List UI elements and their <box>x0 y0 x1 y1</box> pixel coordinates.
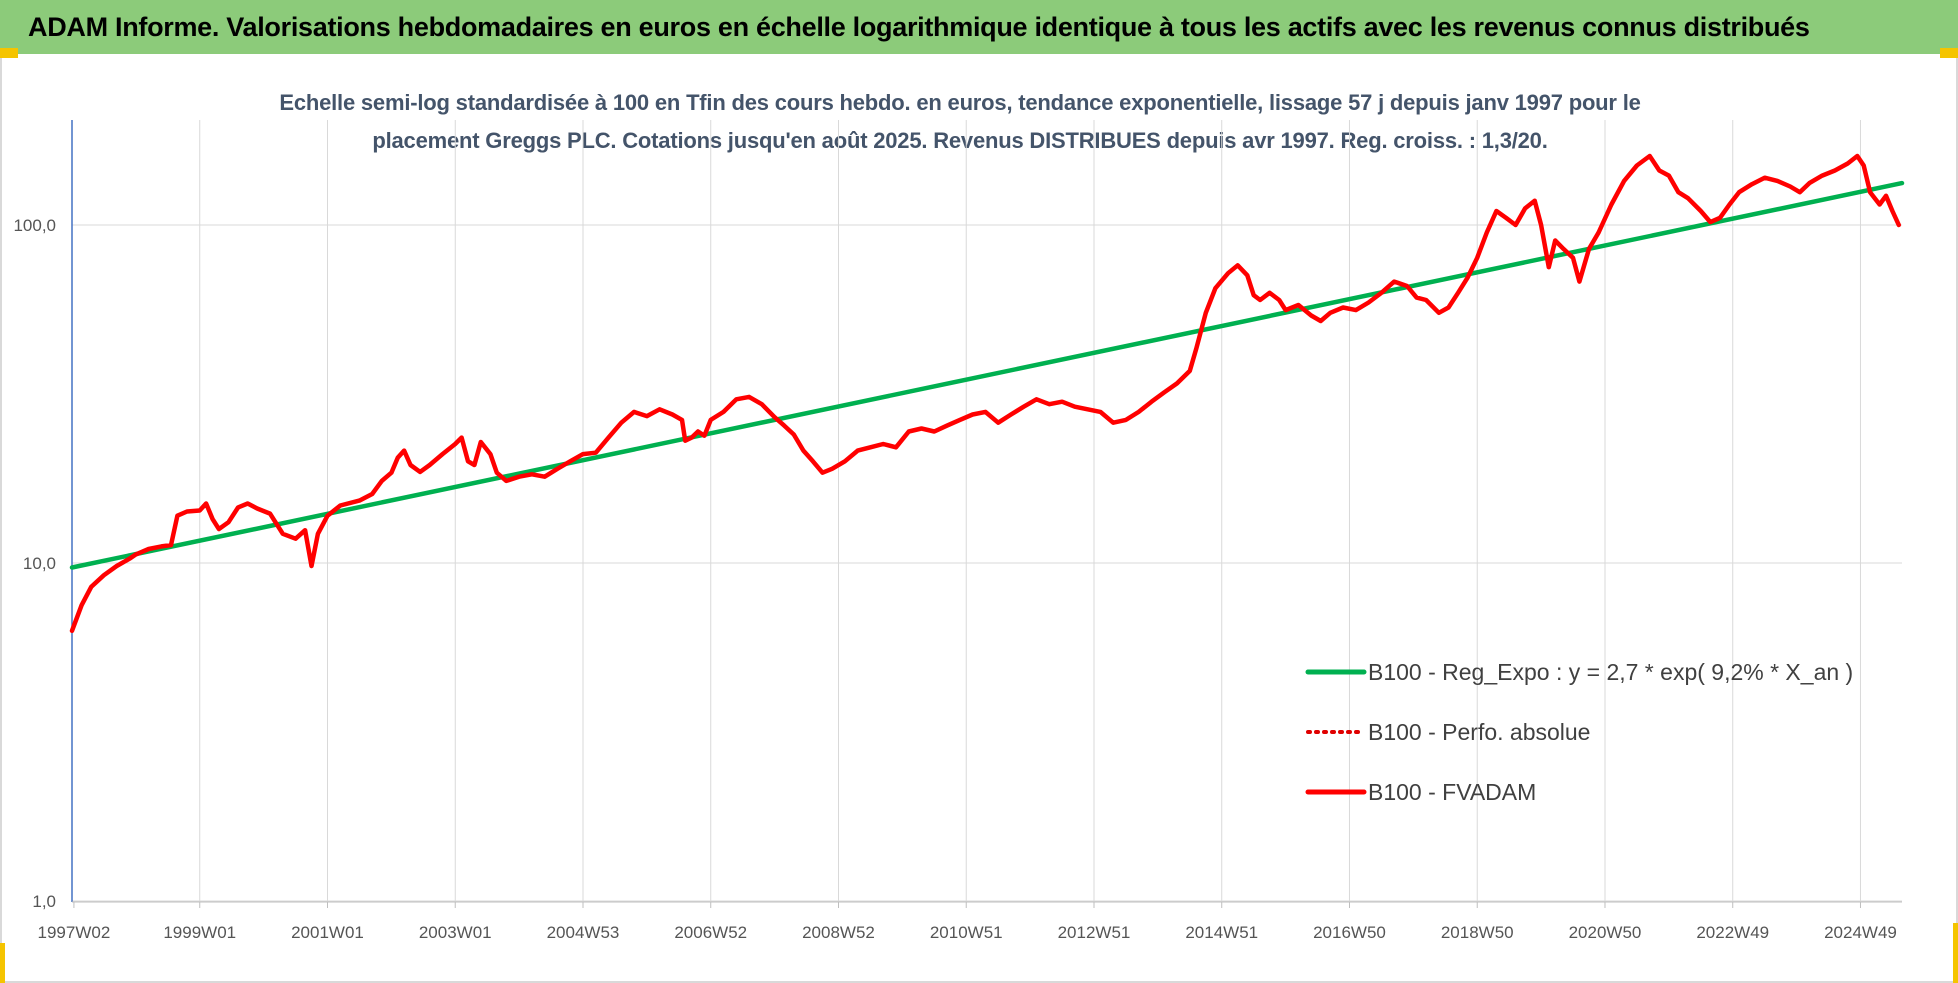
y-tick-label: 1,0 <box>32 892 56 911</box>
y-tick-label: 100,0 <box>13 216 56 235</box>
x-tick-label: 2008W52 <box>802 923 875 942</box>
x-tick-label: 2016W50 <box>1313 923 1386 942</box>
x-tick-label: 2018W50 <box>1441 923 1514 942</box>
corner-mark-top-left <box>0 48 18 58</box>
series-line-0 <box>69 180 1905 570</box>
legend-label-0: B100 - Reg_Expo : y = 2,7 * exp( 9,2% * … <box>1368 659 1853 685</box>
gridlines <box>72 120 1902 902</box>
axes <box>71 120 1902 908</box>
legend-label-2: B100 - FVADAM <box>1368 779 1536 805</box>
x-tick-label: 2014W51 <box>1185 923 1258 942</box>
corner-mark-bottom-right <box>1953 923 1958 983</box>
x-tick-label: 2010W51 <box>930 923 1003 942</box>
chart-subtitle: Echelle semi-log standardisée à 100 en T… <box>180 84 1740 160</box>
x-tick-label: 2024W49 <box>1824 923 1897 942</box>
x-tick-label: 2022W49 <box>1696 923 1769 942</box>
y-tick-label: 10,0 <box>23 554 56 573</box>
x-tick-label: 2006W52 <box>674 923 747 942</box>
x-tick-label: 2004W53 <box>547 923 620 942</box>
series-lines <box>69 153 1905 634</box>
chart-subtitle-line-1: Echelle semi-log standardisée à 100 en T… <box>279 90 1641 115</box>
legend-label-1: B100 - Perfo. absolue <box>1368 719 1590 745</box>
x-tick-labels: 1997W02 1999W01 2001W01 2003W01 2004W53 2006W… <box>38 923 1897 942</box>
chart-subtitle-line-2: placement Greggs PLC. Cotations jusqu'en… <box>372 128 1548 153</box>
x-tick-label: 2003W01 <box>419 923 492 942</box>
x-tick-label: 2020W50 <box>1569 923 1642 942</box>
y-tick-labels: 1,0 10,0 100,0 <box>13 216 56 911</box>
x-tick-label: 2001W01 <box>291 923 364 942</box>
header-band: ADAM Informe. Valorisations hebdomadaire… <box>0 0 1958 54</box>
corner-mark-bottom-left <box>0 943 5 983</box>
x-tick-label: 1999W01 <box>163 923 236 942</box>
corner-mark-top-right <box>1940 48 1958 58</box>
series-line-2 <box>69 153 1902 634</box>
x-tick-label: 2012W51 <box>1058 923 1131 942</box>
x-tick-label: 1997W02 <box>38 923 111 942</box>
page-title: ADAM Informe. Valorisations hebdomadaire… <box>28 11 1810 42</box>
legend: B100 - Reg_Expo : y = 2,7 * exp( 9,2% * … <box>1305 659 1853 805</box>
